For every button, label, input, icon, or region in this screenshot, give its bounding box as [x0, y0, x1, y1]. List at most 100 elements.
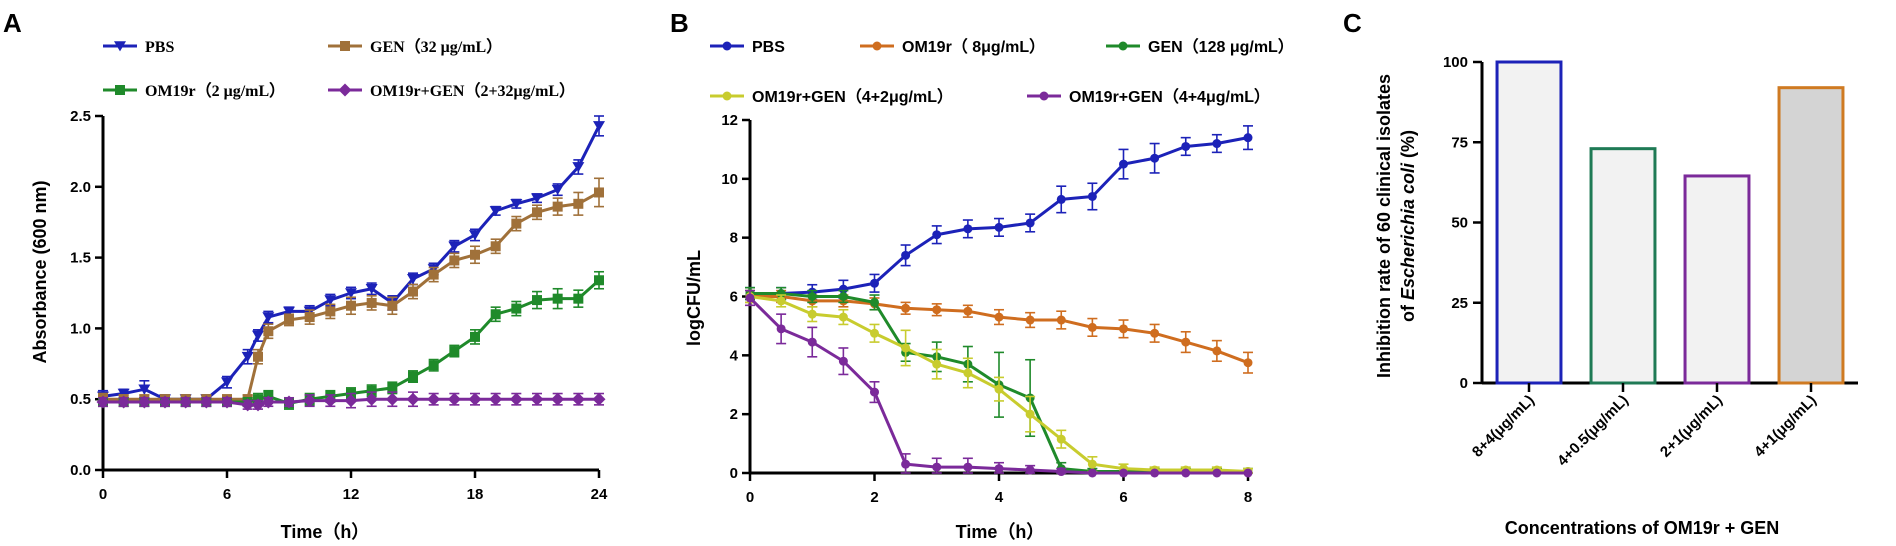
- panel-a-data-point: [532, 207, 542, 218]
- panel-b-data-point: [932, 462, 942, 472]
- panel-a-data-point: [325, 306, 336, 317]
- panel-a-x-tick-label: 24: [591, 486, 608, 503]
- panel-b-y-tick-label: 2: [730, 406, 738, 423]
- panel-a-series-line: [102, 125, 601, 401]
- panel-b-legend-marker: [722, 41, 732, 51]
- panel-a-data-point: [511, 218, 522, 229]
- panel-b-legend-label: OM19r（ 8μg/mL）: [902, 38, 1045, 56]
- panel-a-data-point: [428, 360, 439, 371]
- panel-a-data-point: [551, 392, 565, 406]
- panel-a-data-point: [117, 395, 131, 409]
- panel-a-data-point: [490, 309, 501, 320]
- panel-b-data-point: [1150, 328, 1160, 338]
- panel-b-data-point: [838, 312, 848, 322]
- panel-b-data-point: [1150, 468, 1160, 478]
- panel-a-data-point: [490, 241, 501, 252]
- panel-c-y-tick-label: 0: [1460, 375, 1468, 392]
- panel-b-data-point: [901, 343, 911, 353]
- panel-a-data-point: [449, 346, 460, 357]
- panel-b-x-tick-label: 8: [1244, 489, 1252, 506]
- panel-a-y-tick-label: 1.5: [70, 250, 91, 267]
- panel-a-legend-item-1: GEN（32 μg/mL）: [328, 38, 502, 56]
- panel-b-x-tick-label: 0: [746, 489, 754, 506]
- panel-a-data-point: [408, 286, 418, 297]
- panel-a-legend-marker: [115, 85, 125, 95]
- panel-b-legend-marker: [722, 91, 732, 101]
- panel-a-data-point: [572, 162, 585, 173]
- panel-c-chart: Concentrations of OM19r + GEN Inhibition…: [1374, 54, 1858, 538]
- panel-b-data-point: [932, 305, 942, 315]
- panel-letter-c: C: [1343, 8, 1362, 38]
- panel-a-data-point: [117, 388, 130, 399]
- panel-c-y-title-prefix: of: [1398, 300, 1418, 322]
- panel-a-data-point: [447, 392, 461, 406]
- panel-a-data-point: [469, 230, 481, 241]
- panel-b-data-point: [807, 337, 817, 347]
- panel-a-data-point: [428, 269, 439, 280]
- panel-b-x-axis-title: Time（h）: [956, 522, 1045, 542]
- panel-a-x-tick-label: 12: [343, 486, 360, 503]
- panel-a-data-point: [283, 306, 295, 317]
- panel-a-legend-marker: [114, 41, 126, 52]
- panel-a-data-point: [531, 193, 543, 204]
- panel-a-data-point: [241, 351, 254, 363]
- panel-b-data-point: [1056, 467, 1066, 477]
- panel-a-data-point: [304, 312, 315, 323]
- panel-b-legend-marker: [1118, 41, 1128, 51]
- panel-c-y-axis-title-line2: of Escherichia coli (%): [1398, 130, 1418, 322]
- panel-b-legend-marker: [1039, 91, 1049, 101]
- panel-b-y-tick-label: 6: [730, 289, 738, 306]
- panel-a-data-point: [449, 255, 460, 266]
- panel-a-data-point: [385, 392, 399, 406]
- panel-a-data-point: [366, 297, 377, 308]
- panel-a-data-point: [532, 295, 542, 306]
- panel-b-data-point: [745, 293, 755, 303]
- panel-b-series-line: [750, 136, 1249, 296]
- panel-b-data-point: [1087, 459, 1097, 469]
- panel-b-data-point: [963, 224, 973, 234]
- panel-a-data-point: [96, 395, 110, 409]
- panel-a-data-point: [221, 377, 233, 388]
- panel-a-data-point: [199, 395, 213, 409]
- panel-a-data-point: [470, 249, 480, 260]
- panel-c-bar: [1777, 86, 1845, 385]
- panel-c-bar: [1589, 147, 1657, 385]
- panel-a-data-point: [592, 392, 606, 406]
- panel-c-y-title-suffix: (%): [1398, 130, 1418, 163]
- panel-b-y-tick-label: 8: [730, 230, 738, 247]
- panel-b-legend-label: PBS: [752, 39, 785, 56]
- panel-a-data-point: [282, 395, 296, 409]
- panel-a-legend-label: OM19r+GEN（2+32μg/mL）: [370, 82, 575, 100]
- panel-b-legend-item-0: PBS: [710, 39, 785, 56]
- panel-c-y-tick-label: 25: [1451, 295, 1468, 312]
- panel-b-data-point: [1181, 468, 1191, 478]
- panel-b-data-point: [870, 328, 879, 338]
- panel-a-chart: Time（h） Absorbance (600 nm) 0.0 0.5 1.0 1.5…: [30, 38, 608, 542]
- panel-a-data-point: [252, 330, 264, 341]
- panel-a-data-point: [346, 300, 356, 311]
- panel-b-y-tick-label: 4: [730, 347, 739, 364]
- panel-a-data-point: [552, 201, 563, 212]
- panel-a-data-point: [324, 295, 337, 306]
- panel-b-data-point: [932, 230, 942, 240]
- panel-c-bar: [1683, 174, 1751, 385]
- panel-b-data-point: [1181, 141, 1191, 151]
- panel-b-data-point: [1087, 322, 1097, 332]
- panel-b-data-point: [1025, 409, 1035, 419]
- panel-a-data-point: [220, 395, 234, 409]
- panel-a-data-point: [284, 314, 294, 325]
- panel-b-data-point: [776, 296, 786, 306]
- panel-b-data-point: [1243, 468, 1253, 478]
- panel-a-data-point: [489, 392, 503, 406]
- panel-b-data-point: [1087, 191, 1097, 201]
- panel-a-data-point: [263, 326, 274, 337]
- panel-a-x-tick-label: 18: [467, 486, 484, 503]
- panel-b-data-point: [838, 356, 848, 366]
- panel-b-data-point: [1056, 194, 1066, 204]
- panel-a-data-point: [489, 206, 502, 217]
- panel-b-data-point: [1056, 434, 1066, 444]
- panel-a-data-point: [137, 395, 151, 409]
- panel-b-data-point: [1150, 153, 1160, 163]
- panel-a-data-point: [509, 392, 523, 406]
- panel-b-data-point: [1025, 465, 1035, 475]
